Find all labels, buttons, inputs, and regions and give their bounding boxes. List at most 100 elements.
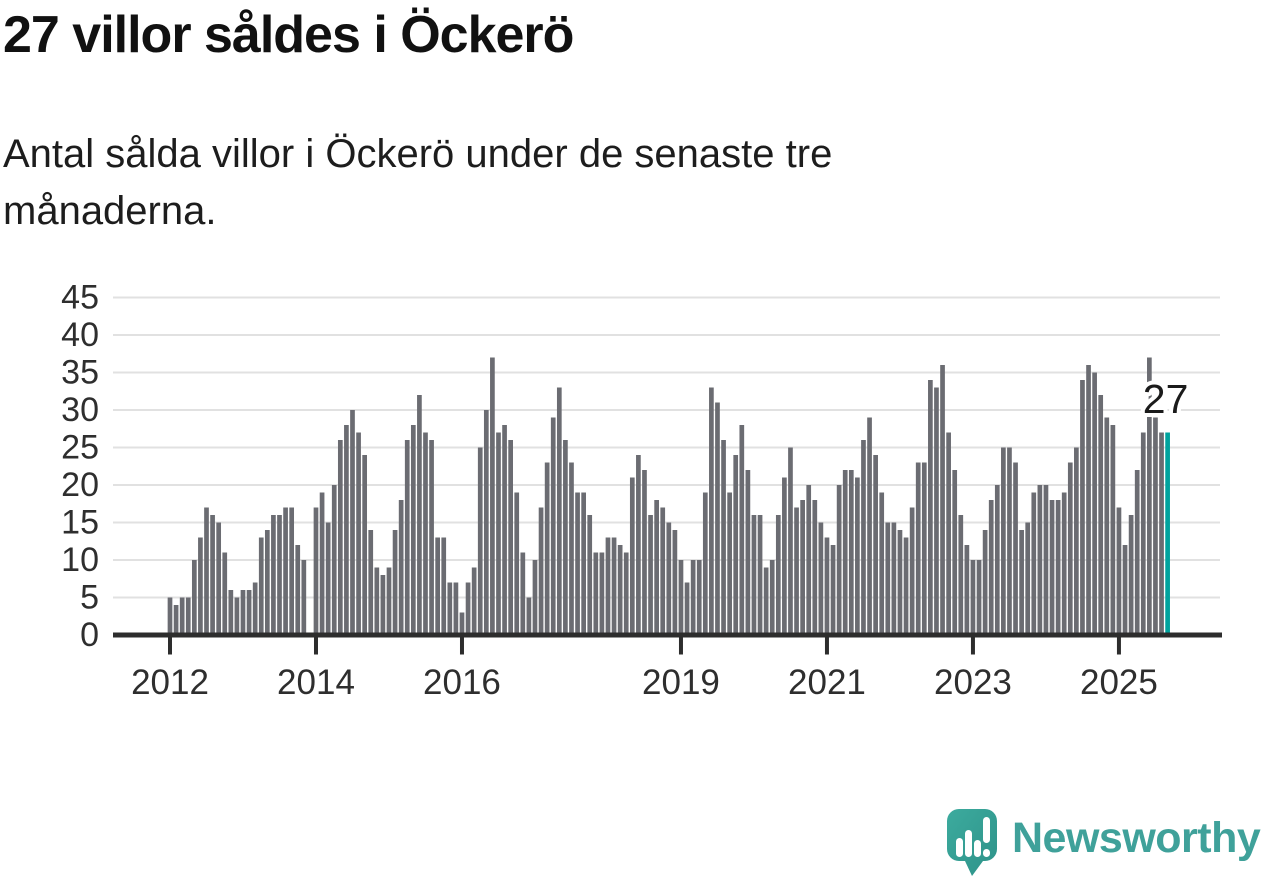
bar <box>891 522 897 635</box>
bar <box>1116 507 1122 635</box>
bar <box>179 597 185 635</box>
bar <box>447 582 453 635</box>
bar <box>277 515 282 635</box>
bar <box>654 500 659 635</box>
annotation-pointer-icon <box>1136 393 1149 409</box>
bar <box>228 590 234 635</box>
page-title: 27 villor såldes i Öckerö <box>3 6 574 64</box>
bar <box>623 552 629 635</box>
page-subtitle: Antal sålda villor i Öckerö under de sen… <box>3 132 833 233</box>
gridline <box>113 446 1220 449</box>
logo-exclamation-icon <box>983 849 990 857</box>
y-axis-tick-label: 15 <box>61 504 99 542</box>
bar <box>593 552 599 635</box>
bar <box>909 507 915 635</box>
bar <box>940 365 945 635</box>
bar <box>1140 432 1146 635</box>
bar <box>824 537 830 635</box>
bar <box>751 515 757 635</box>
bar <box>605 537 611 635</box>
x-axis-tick <box>168 637 172 655</box>
bar <box>702 492 708 635</box>
bar <box>392 530 398 635</box>
bar <box>1153 417 1158 635</box>
bar <box>775 515 781 635</box>
bar <box>928 380 933 635</box>
bar <box>544 462 550 635</box>
bar <box>1031 492 1037 635</box>
bar <box>240 590 246 635</box>
bar <box>581 492 586 635</box>
bar <box>1025 522 1031 635</box>
x-axis-tick <box>313 637 318 655</box>
x-axis-tick-label: 2021 <box>788 663 866 702</box>
bar <box>867 417 872 635</box>
bar <box>1128 515 1134 635</box>
bar <box>344 425 349 635</box>
bar <box>970 560 976 635</box>
bar <box>599 552 605 635</box>
bar <box>873 455 878 635</box>
bar <box>301 560 307 635</box>
logo-bar-icon <box>974 840 981 857</box>
bar <box>964 545 970 635</box>
bar <box>1007 447 1012 635</box>
bar <box>410 425 416 635</box>
gridline <box>113 409 1220 411</box>
bar <box>1037 485 1043 635</box>
bar <box>782 477 787 635</box>
logo-exclamation-icon <box>983 817 990 843</box>
bar <box>350 410 355 635</box>
x-axis-tick-label: 2016 <box>423 663 501 702</box>
bar <box>921 462 927 635</box>
bar <box>642 470 647 635</box>
bar <box>295 545 301 635</box>
bar <box>879 492 885 635</box>
bar <box>398 500 404 635</box>
x-axis-tick-label: 2012 <box>131 663 209 702</box>
bar <box>526 597 532 635</box>
newsworthy-logo-text: Newsworthy <box>1012 814 1261 862</box>
bar <box>836 485 842 635</box>
bar <box>1055 500 1061 635</box>
bar <box>678 560 684 635</box>
bar <box>1013 462 1018 635</box>
bar <box>1092 372 1097 635</box>
bar <box>532 560 538 635</box>
bar <box>1043 485 1049 635</box>
bar <box>1080 380 1085 635</box>
bar <box>769 560 775 635</box>
bar <box>423 432 428 635</box>
bar <box>1019 530 1024 635</box>
bar <box>739 425 745 635</box>
bar <box>283 507 288 635</box>
bar <box>1122 545 1128 635</box>
bar <box>915 462 921 635</box>
highlighted-bar <box>1165 432 1170 635</box>
bar <box>325 522 331 635</box>
bar <box>386 567 392 635</box>
y-axis-tick-label: 40 <box>61 316 99 354</box>
bar <box>1049 500 1055 635</box>
bar <box>636 455 641 635</box>
bar <box>575 492 580 635</box>
bar <box>514 492 520 635</box>
latest-value-label: 27 <box>1143 376 1189 422</box>
bar <box>374 567 380 635</box>
logo-bar-icon <box>956 838 963 857</box>
bar <box>429 440 434 635</box>
gridline <box>113 334 1220 336</box>
bar <box>1104 417 1110 635</box>
bar <box>672 530 678 635</box>
bar <box>191 560 197 635</box>
bar <box>368 530 374 635</box>
bar <box>313 507 319 635</box>
bar <box>380 575 386 635</box>
bar <box>563 440 568 635</box>
bar <box>818 522 824 635</box>
y-axis-tick-label: 25 <box>61 429 99 467</box>
bar <box>569 462 574 635</box>
bar <box>210 515 215 635</box>
bar <box>733 455 739 635</box>
